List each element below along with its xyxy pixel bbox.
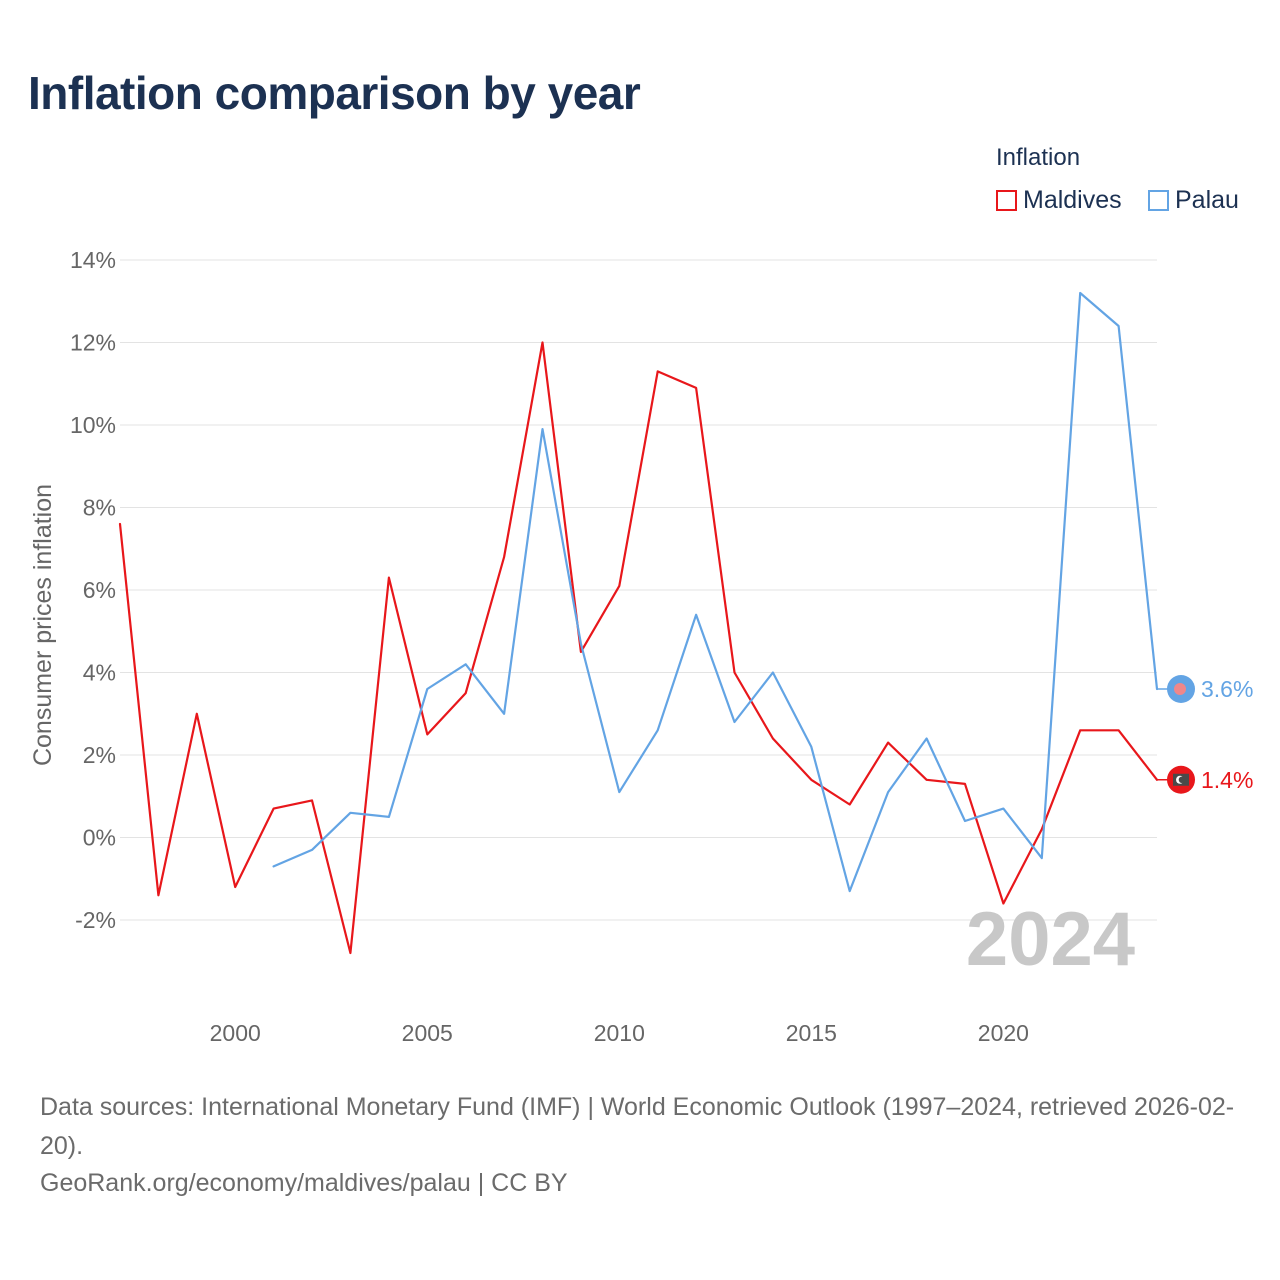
data-point-palau [657,729,659,731]
legend-title: Inflation [996,144,1081,171]
y-tick-label: 8% [83,495,116,521]
legend-swatch-maldives [996,190,1017,211]
legend-item-maldives[interactable]: Maldives [996,186,1122,215]
data-point-palau [1002,807,1004,809]
data-point-maldives [695,387,697,389]
y-tick-label: 6% [83,577,116,603]
y-tick-label: 2% [83,742,116,768]
data-point-maldives [849,803,851,805]
data-point-maldives [426,733,428,735]
crescent-inner [1178,776,1186,784]
palau-flag-icon [1167,675,1195,703]
x-tick-label: 2010 [594,1020,645,1046]
y-tick-label: -2% [75,907,116,933]
y-axis-label: Consumer prices inflation [29,484,57,766]
data-point-maldives [503,556,505,558]
data-point-palau [503,713,505,715]
data-point-maldives [541,341,543,343]
data-point-palau [849,890,851,892]
data-point-palau [772,671,774,673]
x-tick-label: 2020 [978,1020,1029,1046]
data-point-maldives [157,894,159,896]
legend-item-palau[interactable]: Palau [1148,186,1239,215]
data-point-palau [1117,325,1119,327]
data-point-maldives [925,779,927,781]
data-point-maldives [1117,729,1119,731]
data-sources-text: Data sources: International Monetary Fun… [40,1093,1235,1160]
data-point-maldives [810,779,812,781]
data-point-maldives [272,807,274,809]
data-point-maldives [388,576,390,578]
data-point-palau [426,688,428,690]
data-point-maldives [1002,902,1004,904]
series-line-maldives [118,341,1159,955]
data-point-maldives [196,713,198,715]
y-tick-label: 4% [83,660,116,686]
data-point-maldives [733,671,735,673]
data-point-maldives [772,737,774,739]
data-point-palau [272,865,274,867]
data-point-palau [464,663,466,665]
data-point-palau [887,791,889,793]
series-line-palau [272,291,1159,893]
flag-disc [1174,683,1186,695]
line-chart: -2% 0% 2% 4% 6% 8% 10% 12% 14% 2000 2005 2010 2015 20… [29,247,1253,1046]
x-tick-label: 2005 [402,1020,453,1046]
data-point-palau [541,428,543,430]
data-point-maldives [964,783,966,785]
data-point-palau [618,791,620,793]
chart-title: Inflation comparison by year [28,67,641,119]
data-point-maldives [887,741,889,743]
data-point-maldives [311,799,313,801]
legend-label-maldives: Maldives [1023,186,1122,214]
data-point-maldives [657,370,659,372]
data-point-palau [695,614,697,616]
legend-swatch-palau [1148,190,1169,211]
data-point-palau [810,746,812,748]
data-point-maldives [349,952,351,954]
data-point-maldives [234,886,236,888]
data-point-palau [925,737,927,739]
year-annotation: 2024 [966,897,1135,982]
data-point-palau [311,849,313,851]
y-tick-label: 14% [70,247,116,273]
y-tick-label: 12% [70,330,116,356]
data-point-maldives [618,585,620,587]
maldives-flag-icon [1167,765,1195,794]
data-point-palau [964,820,966,822]
y-tick-label: 10% [70,412,116,438]
data-point-palau [388,816,390,818]
end-label-maldives: 1.4% [1201,767,1253,793]
data-point-palau [1079,292,1081,294]
data-point-palau [733,721,735,723]
x-tick-label: 2015 [786,1020,837,1046]
legend-label-palau: Palau [1175,186,1239,214]
y-tick-label: 0% [83,825,116,851]
data-point-maldives [119,523,121,525]
end-label-palau: 3.6% [1201,676,1253,702]
source-link[interactable]: GeoRank.org/economy/maldives/palau | CC … [40,1169,568,1197]
x-tick-label: 2000 [210,1020,261,1046]
data-point-palau [349,812,351,814]
data-point-maldives [464,692,466,694]
data-point-palau [1041,857,1043,859]
data-point-maldives [1079,729,1081,731]
data-point-palau [580,642,582,644]
